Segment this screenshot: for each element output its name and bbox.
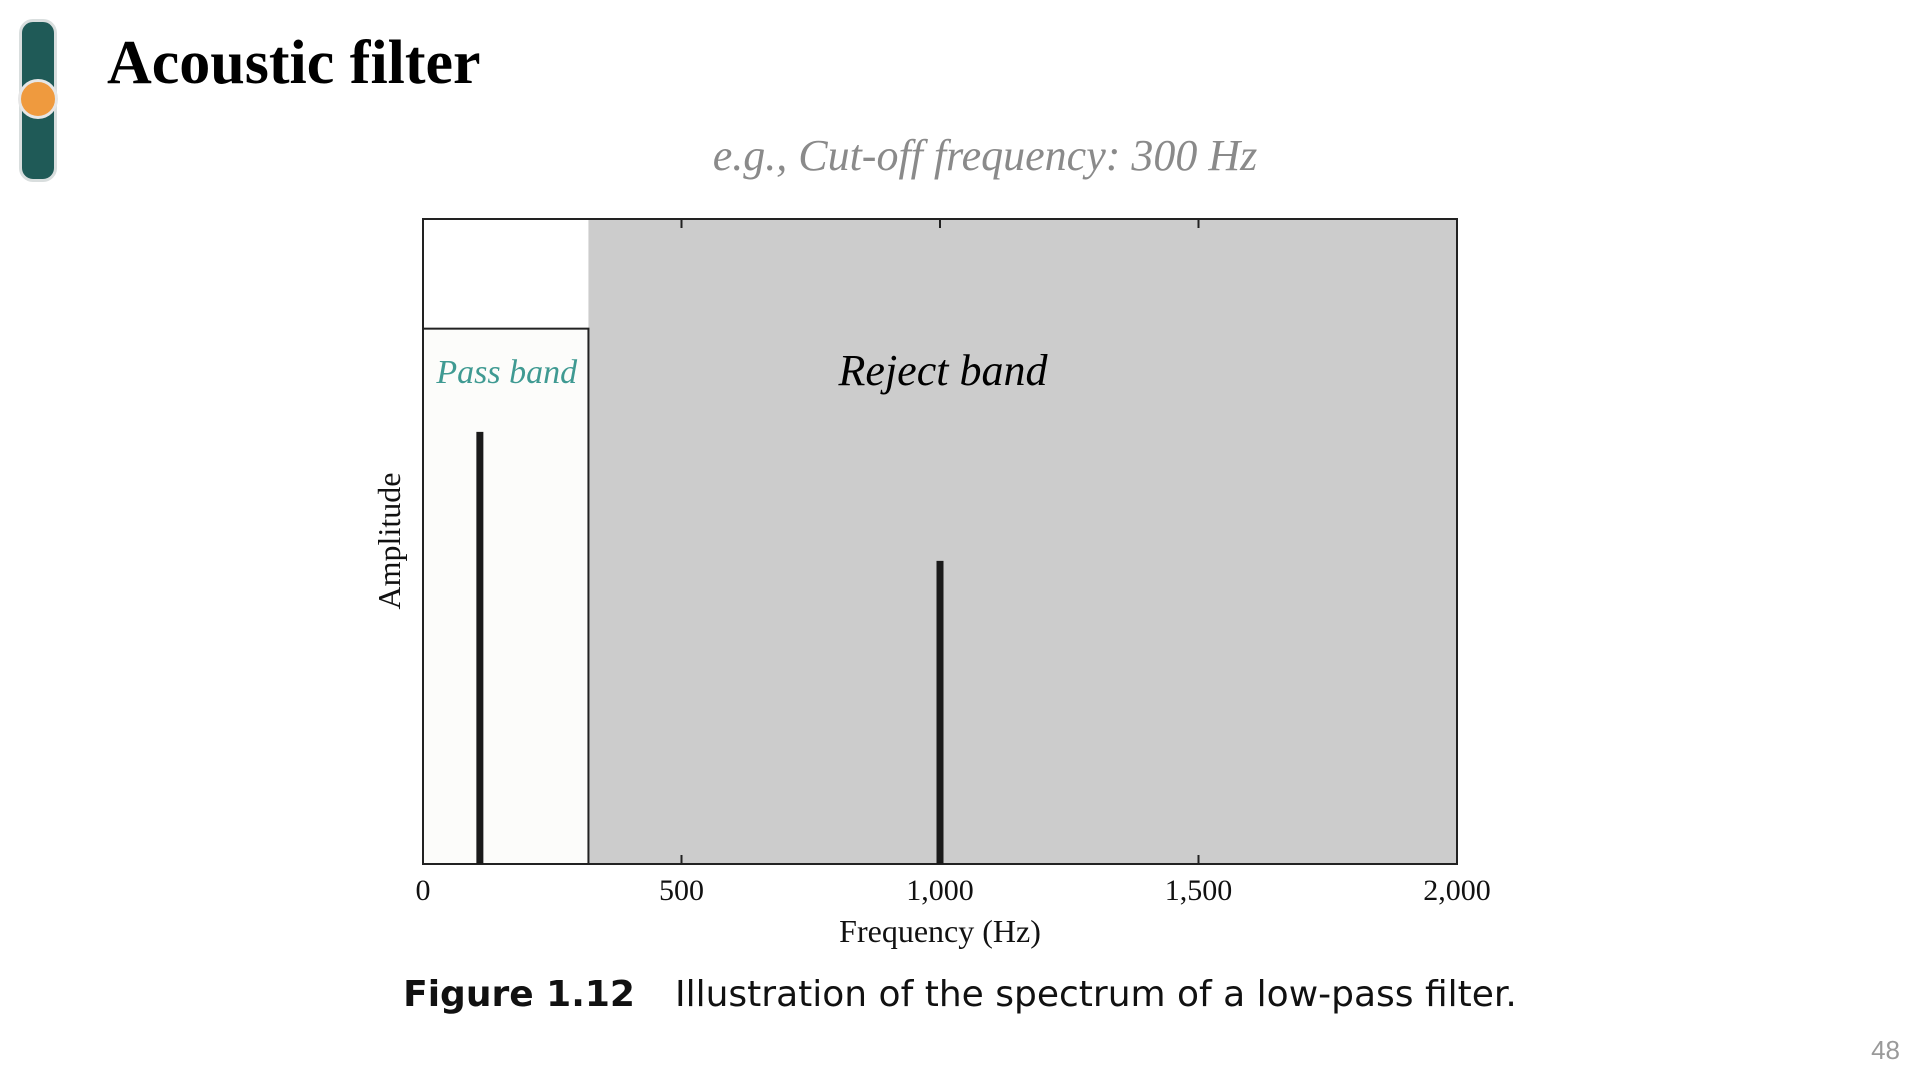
x-tick-label: 500: [659, 874, 704, 907]
figure-caption-label: Figure 1.12: [403, 974, 635, 1015]
x-axis-label: Frequency (Hz): [839, 913, 1041, 949]
reject-band-label: Reject band: [838, 346, 1049, 395]
x-tick-label: 2,000: [1423, 874, 1491, 907]
slide-marker-dot: [18, 79, 58, 119]
x-tick-label: 1,500: [1165, 874, 1233, 907]
y-axis-label: Amplitude: [371, 473, 407, 610]
region-reject-band: [588, 219, 1457, 864]
figure-caption: Figure 1.12 Illustration of the spectrum …: [0, 974, 1920, 1015]
slide-title: Acoustic filter: [107, 29, 481, 97]
x-tick-label: 0: [416, 874, 431, 907]
slide-subtitle: e.g., Cut-off frequency: 300 Hz: [712, 131, 1258, 180]
page-number: 48: [1871, 1035, 1900, 1065]
x-tick-label: 1,000: [906, 874, 974, 907]
plot-area: 0 500 1,000 1,500 2,000 Pass band Reject band F…: [371, 218, 1491, 949]
pass-band-label: Pass band: [435, 354, 578, 391]
figure-caption-text: Illustration of the spectrum of a low-pa…: [674, 974, 1517, 1015]
region-pass-band: [423, 328, 589, 864]
